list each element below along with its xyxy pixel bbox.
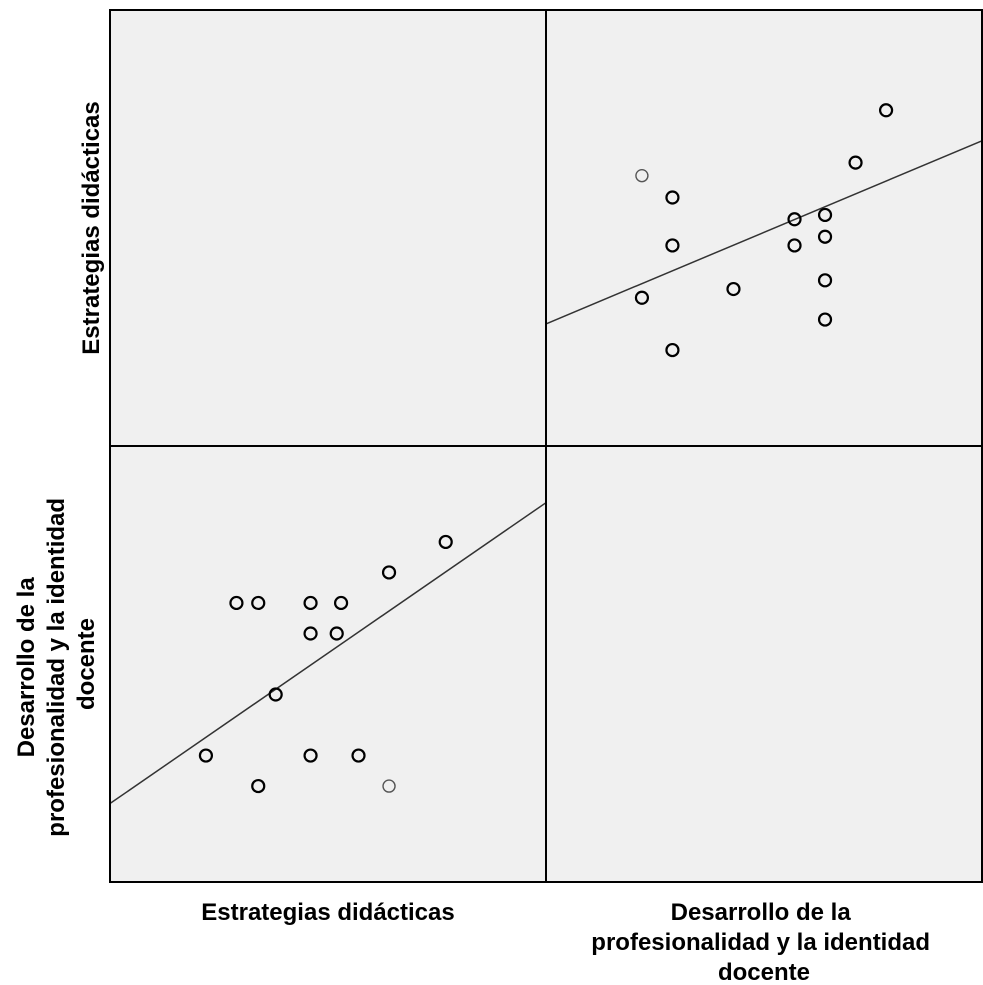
scatter-point bbox=[303, 595, 318, 611]
scatter-point bbox=[665, 342, 680, 358]
fit-lines bbox=[109, 140, 983, 805]
fit-line-2 bbox=[109, 502, 547, 805]
row-label-1-line-1: Estrategias didácticas bbox=[78, 101, 105, 354]
scatter-point bbox=[329, 626, 344, 641]
scatter-point bbox=[848, 155, 863, 170]
scatter-point bbox=[303, 626, 318, 641]
row-label-2: Desarrollo de la profesionalidad y la id… bbox=[13, 491, 100, 836]
col-label-1: Estrategias didácticas bbox=[201, 899, 454, 926]
scatter-point bbox=[382, 779, 396, 793]
scatter-point bbox=[198, 748, 214, 763]
col-label-2-line-2: profesionalidad y la identidad bbox=[591, 929, 930, 956]
fit-line-1 bbox=[545, 140, 983, 325]
cell-bottom-right-background bbox=[546, 446, 982, 882]
cell-top-left-background bbox=[110, 10, 546, 446]
scatter-point bbox=[817, 207, 833, 223]
col-label-2-line-1: Desarrollo de la bbox=[671, 899, 852, 926]
scatter-point bbox=[787, 212, 802, 227]
scatter-point bbox=[878, 103, 894, 118]
scatter-point bbox=[817, 273, 833, 288]
scatter-point bbox=[438, 534, 453, 550]
scatter-point bbox=[351, 748, 366, 763]
row-label-2-line-3: docente bbox=[73, 618, 100, 710]
scatter-point bbox=[726, 281, 741, 297]
scatter-point bbox=[268, 687, 283, 702]
scatter-point bbox=[665, 190, 680, 205]
scatter-point bbox=[381, 565, 397, 580]
scatter-point bbox=[817, 229, 833, 244]
scatter-point bbox=[333, 595, 349, 611]
scatter-points bbox=[198, 103, 894, 794]
cell-bottom-left-background bbox=[110, 446, 546, 882]
cell-top-right-background bbox=[546, 10, 982, 446]
col-label-1-line-1: Estrategias didácticas bbox=[201, 899, 454, 926]
scatter-point bbox=[251, 778, 266, 794]
scatter-point bbox=[251, 595, 266, 611]
row-label-2-line-1: Desarrollo de la bbox=[13, 577, 40, 758]
row-label-2-line-2: profesionalidad y la identidad bbox=[43, 498, 70, 837]
scatter-point bbox=[635, 168, 649, 183]
scatter-point bbox=[817, 312, 833, 327]
scatter-point bbox=[229, 595, 244, 611]
scatter-point bbox=[303, 748, 318, 763]
scatter-point bbox=[634, 290, 650, 305]
scatter-point bbox=[787, 238, 802, 253]
row-label-1: Estrategias didácticas bbox=[78, 101, 105, 354]
scatter-point bbox=[665, 238, 680, 253]
col-label-2: Desarrollo de la profesionalidad y la id… bbox=[591, 899, 936, 985]
col-label-2-line-3: docente bbox=[718, 959, 810, 985]
